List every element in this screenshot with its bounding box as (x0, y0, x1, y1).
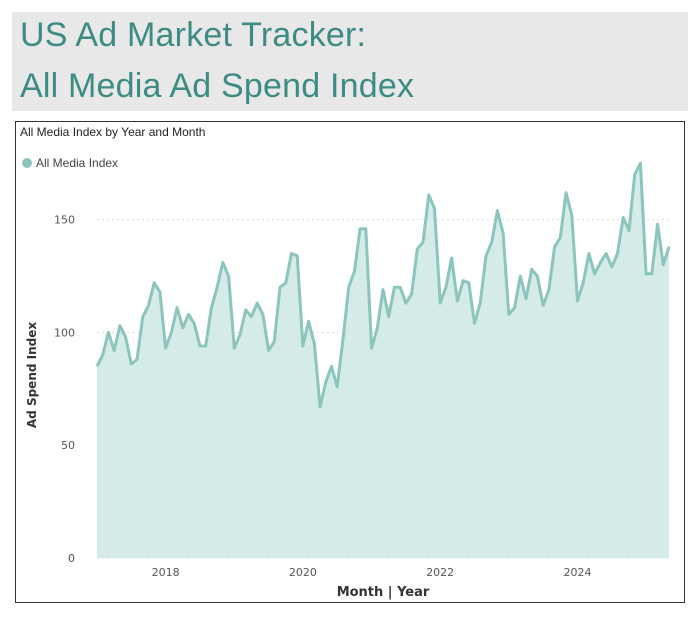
x-tick-label: 2024 (563, 566, 591, 579)
chart-title: All Media Index by Year and Month (20, 125, 206, 139)
y-axis-ticks: 0 50 100 150 (54, 214, 75, 565)
y-tick-label: 0 (68, 552, 75, 565)
x-tick-label: 2022 (426, 566, 454, 579)
chart-plot: 0 50 100 150 2018 2020 2022 2024 Ad Spend Inde… (25, 161, 671, 600)
x-tick-label: 2020 (289, 566, 317, 579)
y-tick-label: 50 (61, 439, 75, 452)
chart-legend[interactable]: All Media Index (22, 156, 118, 170)
y-tick-label: 150 (54, 214, 75, 227)
page-title-line1: US Ad Market Tracker: (20, 16, 367, 54)
x-tick-label: 2018 (152, 566, 180, 579)
series-area-fill (97, 163, 669, 559)
page-title-line2: All Media Ad Spend Index (20, 67, 415, 105)
y-tick-label: 100 (54, 326, 75, 339)
legend-label: All Media Index (36, 156, 119, 170)
y-axis-label: Ad Spend Index (25, 322, 39, 428)
series-line[interactable] (95, 161, 671, 409)
legend-marker (22, 158, 32, 168)
chart-panel: All Media Index by Year and Month All Me… (15, 121, 685, 603)
x-axis-label: Month | Year (337, 585, 430, 600)
area-series (95, 161, 671, 559)
x-axis-ticks: 2018 2020 2022 2024 (152, 566, 592, 579)
page-header: US Ad Market Tracker: All Media Ad Spend… (12, 12, 688, 111)
